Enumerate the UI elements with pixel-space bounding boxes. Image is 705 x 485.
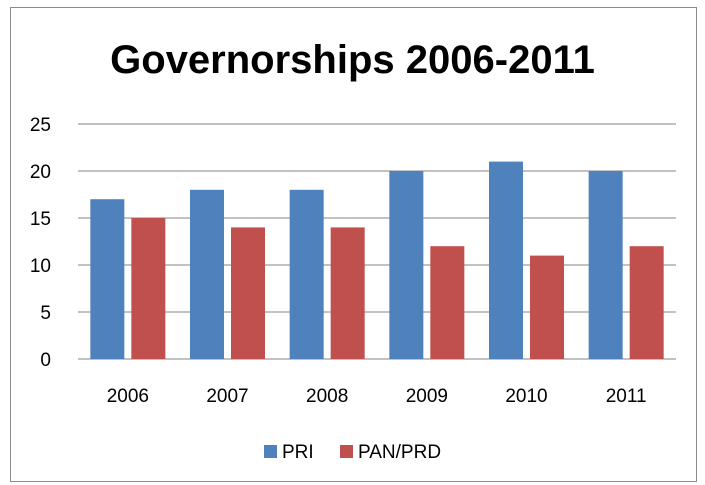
bars — [90, 161, 664, 359]
legend-swatch — [340, 445, 353, 458]
legend: PRI PAN/PRD — [264, 442, 441, 463]
bar-pri-2011 — [588, 171, 623, 359]
bar-pri-2006 — [90, 199, 125, 359]
x-tick-label: 2009 — [406, 386, 448, 407]
x-tick-label: 2008 — [306, 386, 348, 407]
bar-pan-prd-2011 — [629, 246, 664, 359]
bar-pri-2009 — [389, 171, 424, 359]
bar-pan-prd-2010 — [530, 255, 564, 359]
chart-title: Governorships 2006-2011 — [110, 38, 595, 82]
bar-pan-prd-2008 — [330, 227, 365, 359]
x-axis-ticks: 2006 2007 2008 2009 2010 2011 — [107, 386, 647, 407]
y-tick-label: 0 — [40, 350, 51, 371]
bar-pan-prd-2009 — [430, 246, 465, 359]
y-tick-label: 10 — [30, 256, 51, 277]
x-tick-label: 2007 — [206, 386, 248, 407]
x-tick-label: 2011 — [606, 386, 647, 407]
bar-pan-prd-2007 — [231, 227, 265, 359]
gridlines — [78, 123, 676, 360]
bar-pri-2008 — [289, 189, 324, 359]
legend-swatch — [264, 445, 277, 458]
y-tick-label: 25 — [30, 115, 51, 136]
legend-label: PAN/PRD — [358, 442, 441, 463]
y-axis-ticks: 0 5 10 15 20 25 — [30, 115, 51, 371]
x-tick-label: 2006 — [107, 386, 149, 407]
legend-label: PRI — [282, 442, 314, 463]
bar-pri-2007 — [190, 189, 224, 359]
x-tick-label: 2010 — [505, 386, 547, 407]
y-tick-label: 5 — [40, 303, 51, 324]
chart-frame — [10, 7, 697, 482]
y-tick-label: 15 — [30, 209, 51, 230]
y-tick-label: 20 — [30, 162, 51, 183]
bar-pri-2010 — [489, 161, 523, 359]
bar-pan-prd-2006 — [131, 218, 166, 359]
